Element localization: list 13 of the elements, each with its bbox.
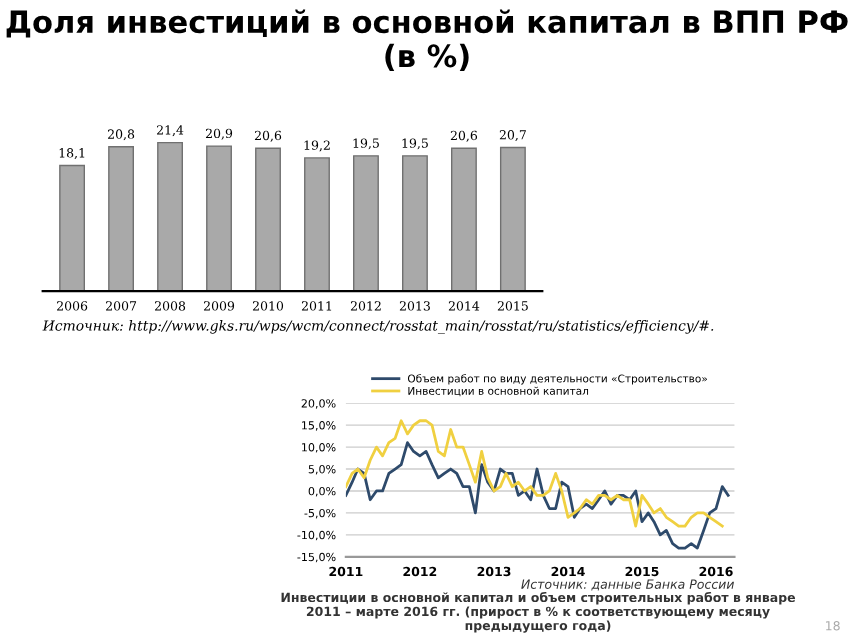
bar: [304, 157, 330, 292]
bar: [353, 155, 379, 292]
chart-title: Доля инвестиций в основной капитал в ВПП РФ (в %): [6, 9, 848, 72]
line-series: [345, 419, 724, 528]
bar: [499, 146, 526, 292]
bar: [450, 147, 477, 292]
line-series: [345, 441, 730, 550]
bar: [255, 147, 281, 292]
bar: [206, 145, 232, 292]
bar: [108, 146, 135, 292]
bar: [157, 141, 183, 292]
bar: [59, 164, 86, 292]
bar: [402, 155, 428, 292]
